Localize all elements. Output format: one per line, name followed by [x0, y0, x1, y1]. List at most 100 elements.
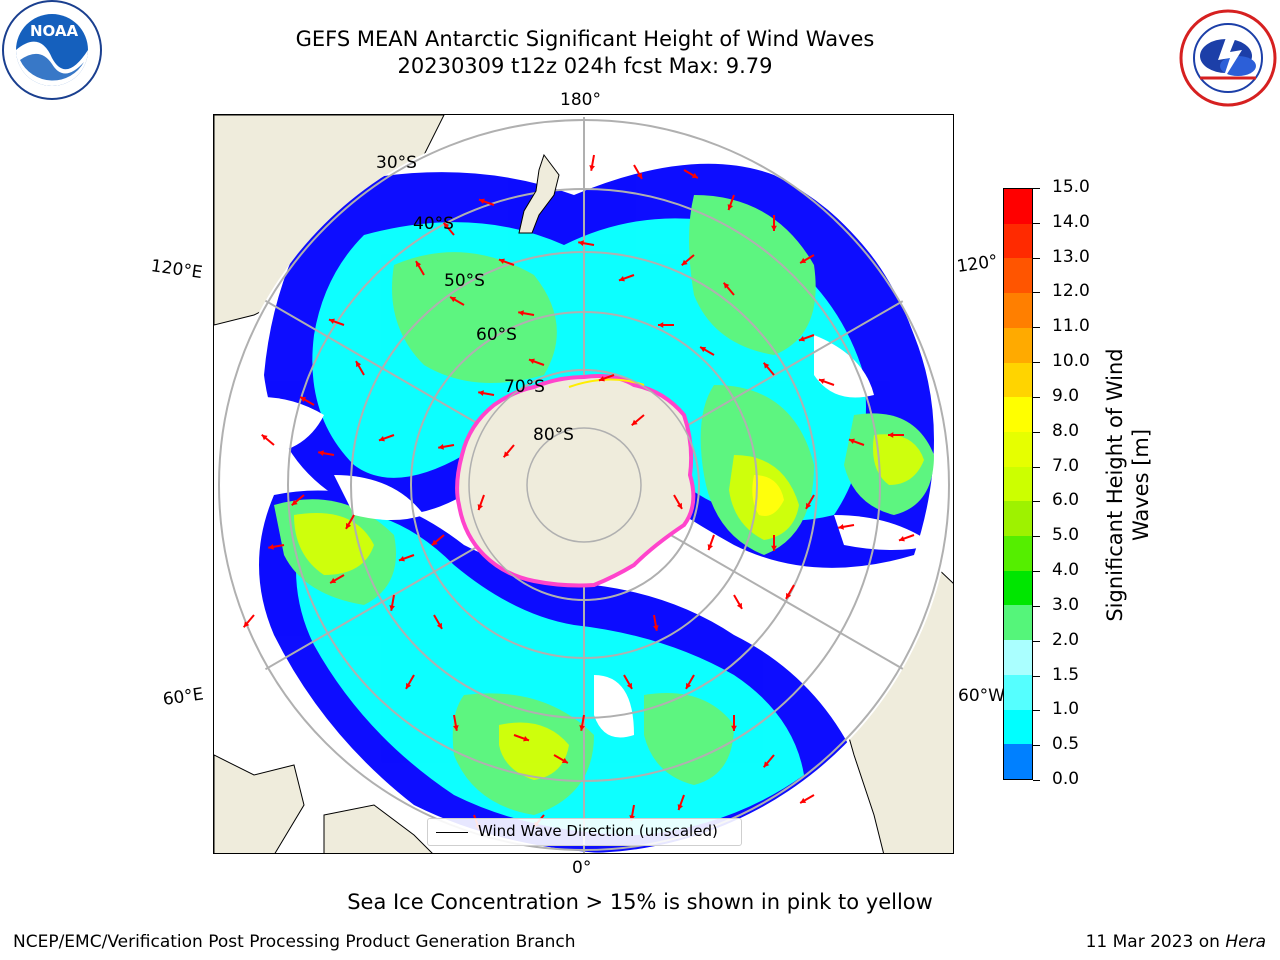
wind-arrow-head [800, 257, 807, 263]
lon-label-0: 0° [572, 858, 592, 878]
colorbar-tick-mark [1033, 327, 1040, 329]
wind-arrow-head [431, 539, 438, 546]
wind-arrow-head [478, 198, 485, 205]
wind-arrow-head [389, 605, 395, 611]
wind-arrow-head [356, 361, 362, 368]
wind-arrow-head [416, 261, 422, 268]
lon-label-120w: 120° [955, 251, 999, 277]
wind-arrow-head [243, 621, 250, 628]
colorbar-segment [1004, 570, 1032, 606]
wind-arrow-head [771, 225, 777, 231]
colorbar-segment [1004, 223, 1032, 259]
wind-arrow-head [806, 502, 812, 509]
wind-arrow-head [528, 358, 535, 365]
colorbar-segment [1004, 640, 1032, 675]
wind-arrow-head [503, 451, 510, 458]
wind-arrow-head [763, 761, 770, 768]
colorbar-segment [1004, 536, 1032, 571]
colorbar-tick-mark [1033, 292, 1040, 294]
wind-arrow-head [631, 419, 638, 426]
colorbar-tick-label: 4.0 [1052, 560, 1080, 581]
colorbar-segment [1004, 327, 1032, 363]
wind-arrow-head [723, 282, 730, 289]
footer-date-text: 11 Mar 2023 on [1085, 932, 1220, 952]
wind-arrow-head [653, 625, 659, 631]
wind-arrow-head [618, 275, 625, 282]
colorbar-tick-label: 1.0 [1052, 699, 1080, 720]
wind-arrow-head [736, 602, 742, 609]
wind-arrow-head [763, 362, 770, 369]
colorbar-tick-mark [1033, 396, 1040, 398]
footer-date: 11 Mar 2023 on Hera [1086, 932, 1266, 952]
colorbar-tick-label: 0.5 [1052, 734, 1080, 755]
sea-ice-note: Sea Ice Concentration > 15% is shown in … [347, 890, 933, 914]
colorbar-tick-mark [1033, 605, 1040, 607]
lon-label-60e: 60°E [161, 684, 205, 710]
wind-arrow-head [378, 435, 385, 442]
wind-arrow-head [700, 347, 707, 353]
wind-arrow-head [398, 555, 405, 562]
colorbar-tick-mark [1033, 536, 1040, 538]
colorbar-segment [1004, 258, 1032, 294]
wind-arrow-head [888, 432, 894, 438]
map-panel: 30°S 40°S 50°S 60°S 70°S 80°S [213, 114, 954, 854]
colorbar-segment [1004, 674, 1032, 710]
chart-subtitle-run: 20230309 t12z 024h fcst Max: 9.79 [397, 54, 773, 78]
lat-label-80s: 80°S [533, 425, 574, 445]
colorbar-tick-mark [1033, 745, 1040, 747]
wind-arrow-head [598, 375, 605, 382]
colorbar-tick-mark [1033, 675, 1040, 677]
wind-arrow-head [681, 259, 688, 266]
wind-arrow-head [346, 522, 352, 529]
noaa-logo-text: NOAA [30, 22, 79, 40]
wind-arrow-head [518, 310, 524, 316]
colorbar [1003, 188, 1033, 780]
colorbar-tick-mark [1033, 188, 1040, 189]
sea-ice-rim [455, 374, 696, 588]
wind-arrow-head [436, 622, 442, 629]
colorbar-tick-label: 10.0 [1052, 351, 1090, 372]
map-svg [214, 115, 953, 853]
colorbar-tick-label: 1.5 [1052, 664, 1080, 685]
colorbar-segment [1004, 189, 1032, 224]
map-legend: Wind Wave Direction (unscaled) [427, 818, 742, 846]
wind-arrow-head [731, 725, 737, 731]
nws-logo [1178, 8, 1278, 108]
wind-direction-arrows [242, 154, 915, 831]
colorbar-label-line1: Significant Height of Wind [1103, 348, 1127, 622]
colorbar-tick-label: 3.0 [1052, 594, 1080, 615]
wind-arrow-head [261, 434, 268, 441]
wind-arrow-head [328, 318, 335, 325]
wind-arrow-head [561, 757, 568, 763]
colorbar-tick-label: 2.0 [1052, 629, 1080, 650]
colorbar-segment [1004, 362, 1032, 398]
wind-arrow-head [523, 735, 530, 742]
colorbar-tick-label: 5.0 [1052, 525, 1080, 546]
chart-title: GEFS MEAN Antarctic Significant Height o… [295, 27, 875, 51]
colorbar-tick-mark [1033, 780, 1040, 781]
legend-line-sample [436, 832, 468, 833]
colorbar-tick-mark [1033, 362, 1040, 364]
colorbar-tick-label: 9.0 [1052, 385, 1080, 406]
colorbar-tick-label: 14.0 [1052, 211, 1090, 232]
wind-arrow-head [707, 544, 714, 551]
new-zealand [518, 153, 560, 234]
wind-arrow-head [330, 577, 337, 583]
wind-arrow-head [658, 322, 664, 328]
colorbar-tick-label: 13.0 [1052, 246, 1090, 267]
wind-arrow-head [676, 502, 682, 509]
wind-arrow-head [636, 172, 642, 179]
colorbar-segment [1004, 431, 1032, 467]
lat-label-30s: 30°S [376, 153, 417, 173]
wind-arrow-head [786, 592, 792, 599]
wind-arrow-head [450, 297, 457, 303]
wind-arrow-head [848, 438, 855, 445]
wind-arrow-head [478, 390, 484, 396]
colorbar-segment [1004, 397, 1032, 432]
wind-arrow-head [578, 240, 584, 246]
wind-arrow-head [686, 682, 692, 689]
wind-arrow-head [268, 544, 274, 550]
wind-arrow-head [453, 725, 459, 731]
wind-arrow-head [300, 397, 307, 403]
noaa-logo: NOAA [0, 0, 104, 104]
